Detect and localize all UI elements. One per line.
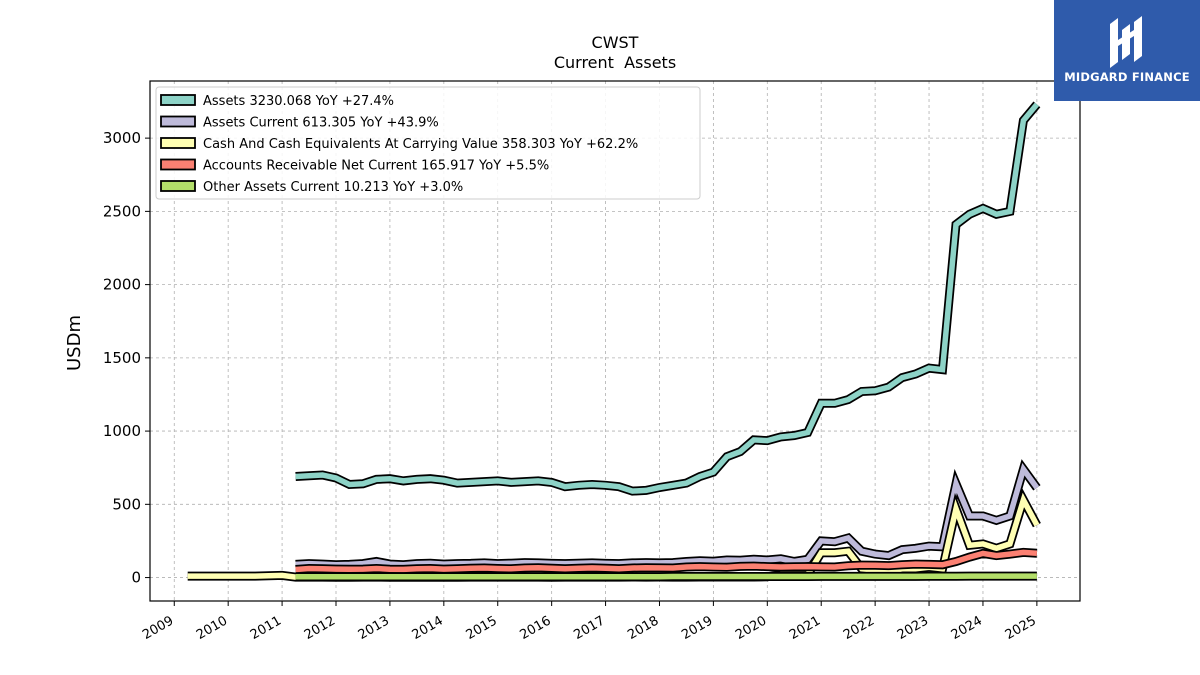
y-tick-label: 500 bbox=[112, 495, 141, 513]
x-tick-label: 2014 bbox=[410, 613, 446, 643]
legend-swatch bbox=[160, 180, 196, 192]
x-tick-label: 2010 bbox=[194, 613, 230, 643]
legend-entry: Accounts Receivable Net Current 165.917 … bbox=[203, 159, 549, 174]
series-assets_current bbox=[295, 459, 1041, 570]
x-tick-label: 2015 bbox=[464, 613, 500, 643]
y-tick-label: 2500 bbox=[103, 202, 141, 220]
x-tick-label: 2019 bbox=[679, 613, 715, 643]
series-line bbox=[295, 102, 1040, 494]
x-ticks: 2009 2010 2011 2012 2013 2014 2015 2016 2017 2018… bbox=[140, 601, 1039, 643]
x-tick-label: 2024 bbox=[949, 613, 985, 643]
legend-entry: Assets Current 613.305 YoY +43.9% bbox=[203, 116, 439, 131]
x-tick-label: 2025 bbox=[1003, 613, 1039, 643]
series-layer bbox=[187, 101, 1041, 582]
plot-frame bbox=[149, 80, 1081, 602]
y-tick-label: 3000 bbox=[103, 129, 141, 147]
chart-subtitle: Current Assets bbox=[554, 53, 676, 72]
y-tick-label: 1500 bbox=[103, 349, 141, 367]
y-axis-label: USDm bbox=[64, 315, 85, 371]
x-tick-label: 2020 bbox=[733, 613, 769, 643]
x-tick-label: 2011 bbox=[248, 613, 284, 643]
y-tick-label: 1000 bbox=[103, 422, 141, 440]
legend-entry: Assets 3230.068 YoY +27.4% bbox=[203, 94, 394, 109]
x-tick-label: 2012 bbox=[302, 613, 338, 643]
chart-title: CWST bbox=[592, 33, 639, 52]
x-tick-label: 2013 bbox=[356, 613, 392, 643]
x-tick-label: 2016 bbox=[517, 613, 553, 643]
series-receivables bbox=[295, 547, 1038, 574]
legend-entry: Other Assets Current 10.213 YoY +3.0% bbox=[203, 180, 463, 195]
y-tick-label: 0 bbox=[131, 569, 141, 587]
legend-swatch bbox=[160, 94, 196, 106]
series-line bbox=[295, 573, 1037, 580]
logo-mark-icon bbox=[1110, 16, 1142, 68]
x-tick-label: 2023 bbox=[895, 613, 931, 643]
series-assets bbox=[295, 101, 1041, 496]
series-other bbox=[295, 571, 1037, 582]
logo-wordmark: MIDGARD FINANCE bbox=[1064, 70, 1190, 84]
legend-swatch bbox=[160, 115, 196, 128]
x-tick-label: 2021 bbox=[787, 613, 823, 643]
y-tick-label: 2000 bbox=[103, 276, 141, 294]
legend-swatch bbox=[160, 137, 196, 149]
series-line bbox=[295, 549, 1038, 573]
brand-logo: MIDGARD FINANCE bbox=[1054, 0, 1200, 101]
y-ticks: 0 500 1000 1500 2000 2500 3000 bbox=[103, 129, 150, 587]
series-line bbox=[295, 463, 1040, 568]
legend-entry: Cash And Cash Equivalents At Carrying Va… bbox=[203, 137, 638, 152]
legend-swatch bbox=[160, 158, 196, 171]
x-tick-label: 2009 bbox=[140, 613, 176, 643]
legend: Assets 3230.068 YoY +27.4% Assets Current… bbox=[155, 86, 701, 200]
x-tick-label: 2017 bbox=[571, 613, 607, 643]
x-tick-label: 2022 bbox=[841, 613, 877, 643]
legend-box bbox=[155, 86, 701, 200]
x-tick-label: 2018 bbox=[625, 613, 661, 643]
